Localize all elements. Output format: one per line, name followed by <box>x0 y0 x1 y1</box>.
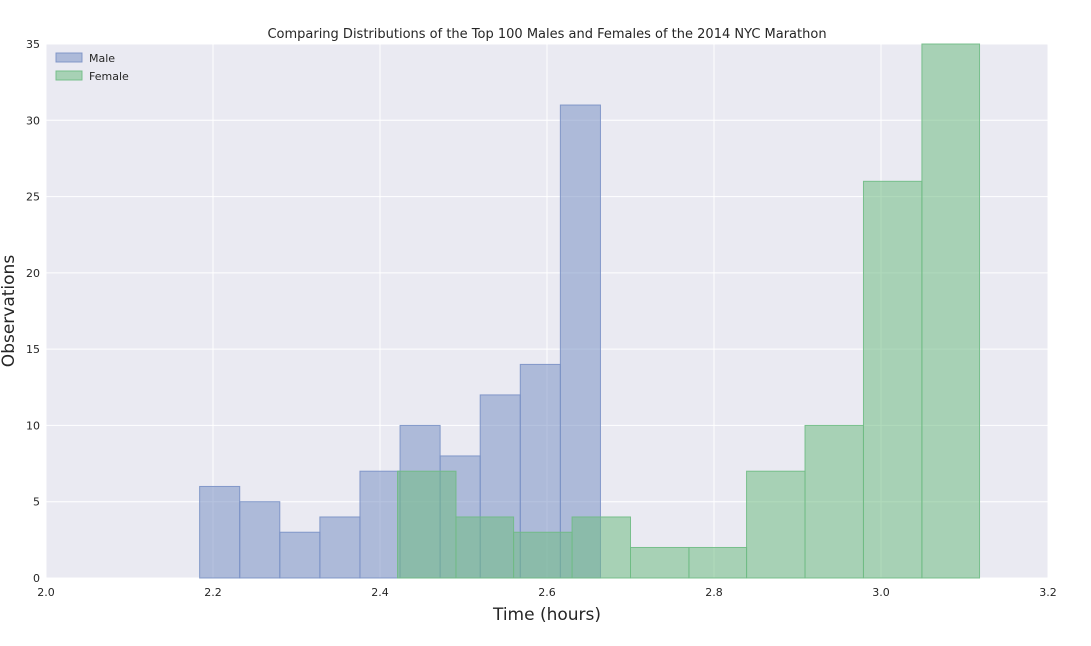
x-tick-label: 2.4 <box>371 586 389 599</box>
x-tick-labels: 2.0 2.2 2.4 2.6 2.8 3.0 3.2 <box>37 586 1057 599</box>
x-tick-label: 2.2 <box>204 586 222 599</box>
chart-title: Comparing Distributions of the Top 100 M… <box>267 27 826 42</box>
histogram-bar <box>630 546 690 579</box>
y-tick-label: 10 <box>26 419 40 432</box>
histogram-bar <box>571 516 631 579</box>
x-tick-label: 3.0 <box>872 586 890 599</box>
histogram-bar <box>319 516 361 579</box>
histogram-bar <box>804 424 864 579</box>
legend-swatch-male <box>55 52 83 63</box>
histogram-bar <box>746 470 806 579</box>
x-tick-label: 3.2 <box>1039 586 1057 599</box>
histogram-bar <box>239 501 281 579</box>
histogram-bars <box>199 43 981 579</box>
legend: Male Female <box>55 52 129 83</box>
histogram-bar <box>279 531 321 579</box>
x-tick-label: 2.0 <box>37 586 55 599</box>
y-tick-label: 5 <box>33 496 40 509</box>
x-axis-label: Time (hours) <box>492 605 601 625</box>
x-tick-label: 2.8 <box>705 586 723 599</box>
histogram-bar <box>921 43 981 579</box>
histogram-bar <box>359 470 401 579</box>
legend-label-male: Male <box>89 52 115 65</box>
y-tick-label: 15 <box>26 343 40 356</box>
legend-label-female: Female <box>89 70 129 83</box>
y-tick-label: 35 <box>26 38 40 51</box>
histogram-bar <box>455 516 515 579</box>
y-tick-label: 25 <box>26 191 40 204</box>
histogram-bar <box>688 546 748 579</box>
histogram-bar <box>559 104 601 579</box>
y-tick-label: 30 <box>26 114 40 127</box>
y-tick-labels: 0 5 10 15 20 25 30 35 <box>26 38 40 585</box>
y-tick-label: 0 <box>33 572 40 585</box>
histogram-bar <box>862 180 923 579</box>
series-female-bars <box>397 43 981 579</box>
y-tick-label: 20 <box>26 267 40 280</box>
histogram-bar <box>397 470 457 579</box>
histogram-bar <box>199 485 241 579</box>
y-axis-label: Observations <box>0 255 19 368</box>
histogram-bar <box>513 531 573 579</box>
legend-swatch-female <box>55 70 83 81</box>
x-tick-label: 2.6 <box>538 586 556 599</box>
